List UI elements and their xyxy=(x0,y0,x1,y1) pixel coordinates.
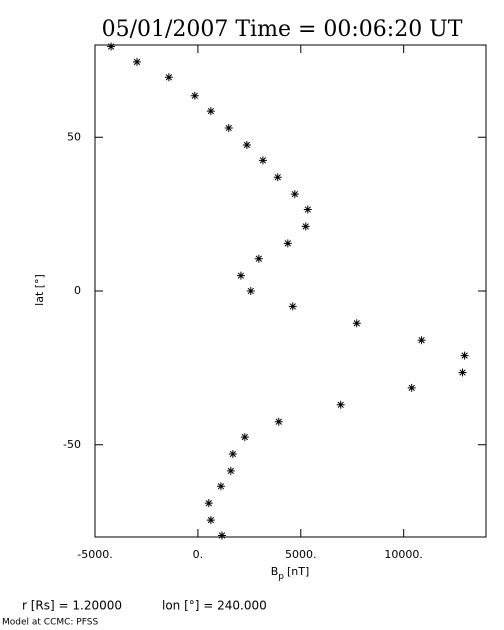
data-point xyxy=(236,271,245,280)
data-point xyxy=(290,190,299,199)
data-point xyxy=(107,42,116,51)
data-point xyxy=(460,351,469,360)
y-tick-label: 0 xyxy=(74,284,81,297)
data-point xyxy=(283,239,292,248)
data-point xyxy=(206,107,215,116)
footer-lon: lon [°] = 240.000 xyxy=(162,599,267,613)
data-point xyxy=(273,173,282,182)
data-point xyxy=(204,499,213,508)
data-point xyxy=(242,140,251,149)
y-axis-label: lat [°] xyxy=(33,274,46,306)
data-point xyxy=(288,302,297,311)
data-point xyxy=(336,400,345,409)
chart-title: 05/01/2007 Time = 00:06:20 UT xyxy=(102,17,463,42)
footer-radius: r [Rs] = 1.20000 xyxy=(22,599,122,613)
y-tick-label: 50 xyxy=(67,130,81,143)
data-point xyxy=(246,287,255,295)
data-point xyxy=(190,91,199,100)
data-point xyxy=(254,254,263,263)
x-tick-label: 0. xyxy=(193,548,204,561)
data-point xyxy=(274,417,283,426)
data-point xyxy=(224,124,233,133)
x-tick-label: 5000. xyxy=(285,548,317,561)
data-point xyxy=(206,516,215,525)
x-tick-label: -5000. xyxy=(77,548,112,561)
data-point xyxy=(164,73,173,82)
data-point xyxy=(216,482,225,491)
y-tick-label: -50 xyxy=(63,438,81,451)
data-point xyxy=(303,205,312,214)
x-label-sub: p xyxy=(278,572,284,582)
data-point xyxy=(240,433,249,442)
data-point xyxy=(301,222,310,231)
x-axis-label: Bp [nT] xyxy=(271,565,310,582)
data-point xyxy=(458,368,467,377)
data-point xyxy=(228,449,237,458)
data-point xyxy=(352,319,361,328)
data-point xyxy=(217,531,226,540)
data-point xyxy=(226,466,235,475)
data-point xyxy=(417,336,426,345)
x-tick-label: 10000. xyxy=(384,548,423,561)
plot-frame xyxy=(94,44,487,538)
data-point xyxy=(258,156,267,165)
x-label-unit: [nT] xyxy=(287,565,309,578)
x-label-main: B xyxy=(271,565,279,578)
footer-model: Model at CCMC: PFSS xyxy=(2,618,98,628)
data-point xyxy=(407,383,416,392)
data-point xyxy=(132,57,141,66)
